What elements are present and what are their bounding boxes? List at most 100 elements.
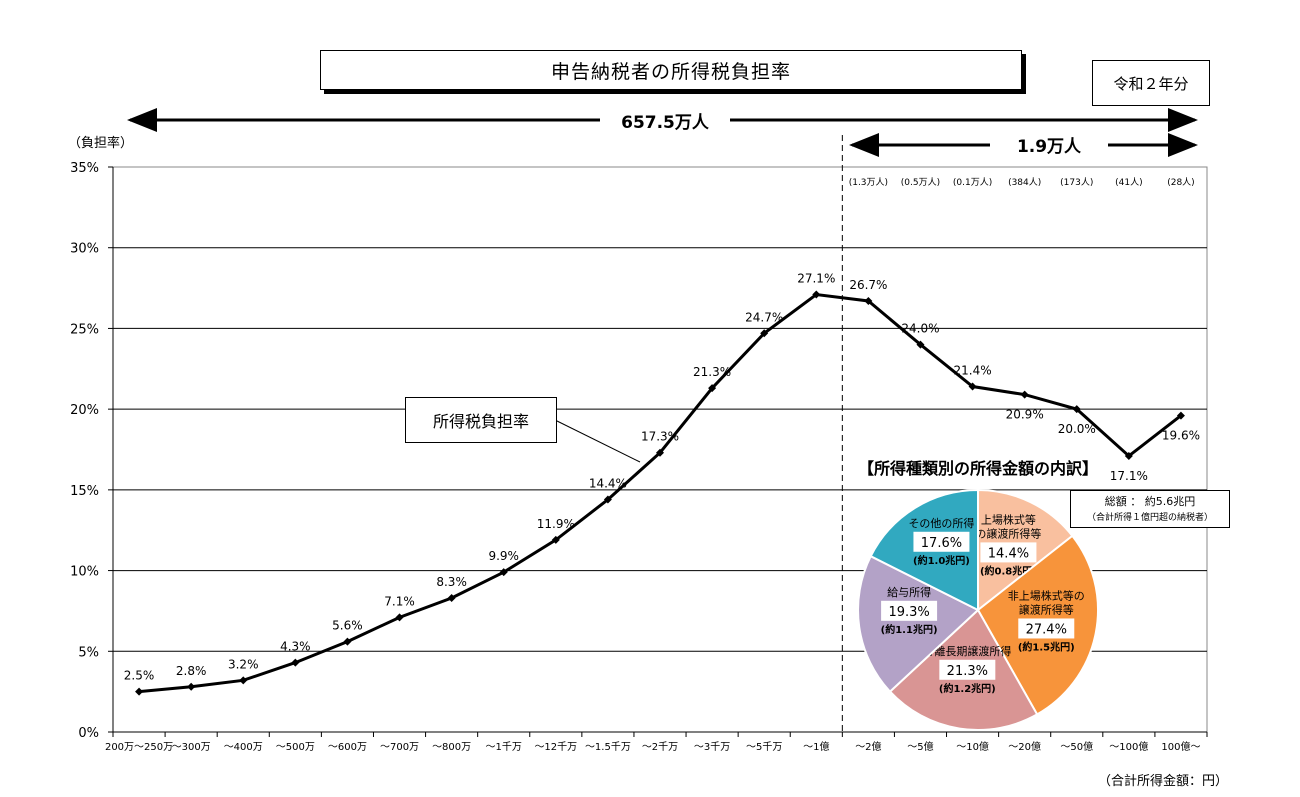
pie-slice-pct: 19.3% [888, 605, 929, 620]
pie-slice-pct: 17.6% [921, 536, 962, 551]
x-tick-label: ～100億 [1109, 740, 1148, 753]
pie-slice-name: その他の所得 [908, 517, 974, 530]
x-tick-label: ～400万 [224, 742, 263, 753]
data-point [1124, 451, 1133, 460]
pie-pct-box [939, 659, 996, 680]
x-tick-label: ～1千万 [486, 741, 522, 753]
data-label: 24.7% [745, 310, 783, 324]
data-point [1176, 411, 1185, 420]
pie-slice [857, 554, 980, 694]
top-count-label: (0.5万人) [901, 177, 940, 188]
x-tick-label: ～2千万 [642, 741, 678, 753]
top-count-label: (41人) [1115, 177, 1142, 188]
pie-total-box: 総額 ： 約5.6兆円 （合計所得１億円超の納税者） [1070, 490, 1230, 528]
data-label: 8.3% [436, 575, 467, 589]
x-tick-label: 100億～ [1161, 740, 1200, 753]
top-count-label: (384人) [1008, 177, 1041, 188]
y-tick-label: 25% [70, 322, 99, 337]
pie-title: 【所得種類別の所得金額の内訳】 [858, 459, 1098, 478]
y-tick-label: 35% [70, 161, 99, 176]
data-label: 3.2% [228, 657, 259, 671]
x-tick-label: ～50億 [1060, 740, 1093, 753]
x-tick-label: ～300万 [172, 742, 211, 753]
pie-slice-pct: 27.4% [1026, 622, 1067, 637]
pie-slice-amount: (約1.1兆円) [881, 623, 938, 636]
pie-slice-name: の譲渡所得等 [975, 526, 1041, 540]
data-label: 20.0% [1058, 422, 1096, 436]
x-axis-title: （合計所得金額：円） [1098, 773, 1228, 789]
x-tick-label: ～1.5千万 [585, 741, 631, 753]
y-tick-label: 15% [70, 484, 99, 499]
total-people-label: 657.5万人 [621, 113, 710, 133]
top-count-label: (0.1万人) [953, 177, 992, 188]
x-tick-label: ～5億 [907, 740, 933, 753]
data-point [968, 382, 977, 391]
y-tick-label: 10% [70, 565, 99, 580]
pie-slice-name: 譲渡所得等 [1019, 602, 1074, 616]
data-label: 27.1% [797, 272, 835, 286]
data-label: 7.1% [384, 594, 415, 608]
pie-pct-box [1018, 618, 1075, 639]
data-label: 14.4% [589, 477, 627, 491]
data-point [1072, 405, 1081, 414]
pie-slice-pct: 21.3% [947, 664, 988, 679]
data-label: 21.4% [954, 364, 992, 378]
data-label: 2.5% [124, 669, 155, 683]
pie-slice-name: 給与所得 [887, 585, 931, 599]
pie-slice-name: 上場株式等 [981, 512, 1036, 526]
pie-pct-box [980, 542, 1037, 563]
data-label: 5.6% [332, 619, 363, 633]
top-count-label: (1.3万人) [849, 177, 888, 188]
data-label: 4.3% [280, 640, 311, 654]
data-point [343, 637, 352, 646]
data-point [551, 535, 560, 544]
series-label-box: 所得税負担率 [405, 397, 557, 443]
data-label: 24.0% [901, 322, 939, 336]
pie-slice-amount: (約1.0兆円) [913, 554, 970, 567]
data-point [499, 568, 508, 577]
pie-slice-name: 非上場株式等の [1008, 588, 1085, 602]
x-tick-label: ～700万 [380, 742, 419, 753]
x-tick-label: ～1億 [803, 740, 829, 753]
data-label: 17.1% [1110, 469, 1148, 483]
x-tick-label: ～2億 [855, 740, 881, 753]
data-point [656, 448, 664, 457]
pie-slice-amount: (約1.5兆円) [1018, 640, 1075, 653]
data-label: 19.6% [1162, 429, 1200, 443]
data-point [1020, 390, 1029, 399]
data-point [135, 687, 144, 696]
pie-total-line1: 総額 ： 約5.6兆円 [1104, 495, 1196, 508]
x-tick-label: ～12千万 [534, 741, 577, 753]
pie-total-line2: （合計所得１億円超の納税者） [1086, 513, 1213, 523]
y-tick-label: 5% [78, 645, 99, 660]
data-point [760, 329, 769, 338]
pie-pct-box [913, 531, 970, 552]
pie-slice-amount: (約1.2兆円) [939, 682, 996, 695]
x-tick-label: ～800万 [432, 742, 471, 753]
x-tick-label: ～20億 [1008, 740, 1041, 753]
chart-title: 申告納税者の所得税負担率 [320, 50, 1022, 90]
x-tick-label: ～10億 [956, 740, 989, 753]
data-point [239, 676, 248, 685]
x-tick-label: 200万～250万 [105, 742, 173, 753]
year-label: 令和２年分 [1092, 60, 1210, 106]
pie-slice-pct: 14.4% [988, 546, 1029, 561]
data-label: 11.9% [537, 517, 575, 531]
series-leader-line [554, 419, 641, 463]
data-label: 20.9% [1006, 408, 1044, 422]
x-tick-label: ～5千万 [746, 741, 782, 753]
top-count-label: (28人) [1167, 177, 1194, 188]
y-tick-label: 0% [78, 726, 99, 741]
data-point [395, 613, 404, 622]
x-tick-label: ～600万 [328, 742, 367, 753]
data-point [864, 296, 873, 305]
top-count-label: (173人) [1060, 177, 1093, 188]
data-point [291, 658, 300, 667]
y-tick-label: 20% [70, 403, 99, 418]
pie-group: 上場株式等の譲渡所得等14.4%(約0.8兆円)非上場株式等の譲渡所得等27.4… [857, 488, 1099, 731]
y-tick-label: 30% [70, 242, 99, 257]
data-point [916, 340, 925, 349]
data-label: 26.7% [849, 278, 887, 292]
